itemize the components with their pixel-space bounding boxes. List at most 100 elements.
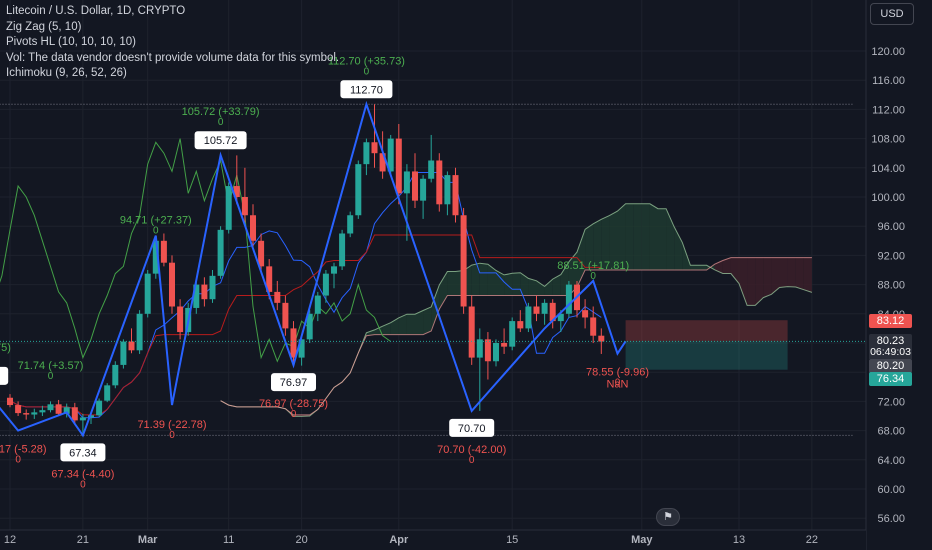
candle-up[interactable] (193, 284, 200, 308)
currency-button[interactable]: USD (870, 3, 914, 25)
candle-up[interactable] (314, 295, 321, 314)
candle-up[interactable] (63, 407, 70, 414)
symbol-title[interactable]: Litecoin / U.S. Dollar, 1D, CRYPTO (6, 5, 186, 17)
pivot-label-change: 76.97 (-28.75) (259, 398, 328, 410)
candle-up[interactable] (420, 178, 427, 201)
position-box[interactable] (0, 320, 866, 370)
candle-up[interactable] (331, 266, 337, 274)
candle-down[interactable] (258, 240, 265, 267)
candle-down[interactable] (160, 240, 167, 263)
ichimoku-indicator-label[interactable]: Ichimoku (9, 26, 52, 26) (6, 67, 127, 79)
pivots-indicator-label[interactable]: Pivots HL (10, 10, 10, 10) (6, 36, 136, 48)
candle-down[interactable] (484, 339, 491, 362)
candle-up[interactable] (387, 138, 394, 172)
pivot-label-price: 70.70 (458, 423, 486, 435)
candle-down[interactable] (55, 404, 62, 414)
candle-up[interactable] (355, 164, 362, 216)
time-tick-label: 11 (223, 534, 234, 546)
candle-up[interactable] (541, 302, 548, 314)
price-axis[interactable]: 56.0060.0064.0068.0072.0076.0080.0084.00… (865, 0, 932, 550)
ichimoku-cloud (220, 203, 812, 417)
candle-up[interactable] (322, 273, 329, 296)
candle-down[interactable] (468, 306, 475, 358)
candle-down[interactable] (436, 160, 443, 205)
candle-down[interactable] (201, 284, 208, 300)
zigzag-change-label: 88.51 (+17.81) (557, 260, 629, 272)
candle-down[interactable] (177, 306, 184, 333)
candle-down[interactable] (517, 321, 524, 329)
candle-up[interactable] (557, 313, 564, 322)
pivot-label-box (271, 373, 316, 392)
candle-down[interactable] (371, 142, 378, 154)
kumo-segment (787, 257, 796, 287)
candle-down[interactable] (71, 407, 78, 421)
candle-up[interactable] (493, 343, 499, 362)
candle-up[interactable] (112, 364, 119, 386)
candle-down[interactable] (7, 397, 13, 406)
candle-down[interactable] (501, 343, 508, 347)
candle-down[interactable] (250, 215, 256, 241)
candle-down[interactable] (590, 317, 597, 336)
candle-down[interactable] (241, 197, 248, 216)
take-profit-zone[interactable] (625, 341, 788, 370)
candle-up[interactable] (225, 186, 232, 230)
volume-indicator-label[interactable]: Vol: The data vendor doesn't provide vol… (6, 51, 340, 64)
candle-up[interactable] (363, 142, 370, 165)
candle-down[interactable] (379, 153, 386, 172)
candle-up[interactable] (88, 415, 94, 418)
pivot-label-price: 76.97 (280, 377, 308, 389)
candle-up[interactable] (403, 171, 410, 194)
candle-down[interactable] (274, 291, 281, 303)
candle-up[interactable] (120, 341, 127, 365)
kumo-segment (496, 270, 505, 296)
candle-up[interactable] (298, 339, 305, 358)
candle-down[interactable] (549, 302, 556, 322)
candle-down[interactable] (128, 341, 135, 351)
us-flag-icon[interactable]: ⚑ (656, 508, 680, 526)
zigzag-indicator-label[interactable]: Zig Zag (5, 10) (6, 20, 82, 33)
candle-up[interactable] (47, 404, 54, 411)
candle-up[interactable] (39, 410, 46, 413)
candle-down[interactable] (598, 335, 605, 342)
candle-up[interactable] (347, 215, 354, 234)
candle-up[interactable] (444, 175, 451, 205)
candle-up[interactable] (428, 160, 435, 179)
candlestick-series[interactable] (7, 104, 605, 436)
candle-up[interactable] (96, 400, 103, 416)
candle-up[interactable] (306, 313, 313, 340)
candle-down[interactable] (169, 262, 175, 307)
candle-down[interactable] (15, 405, 22, 414)
candle-up[interactable] (31, 412, 38, 415)
price-tick-label: 100.00 (871, 192, 905, 204)
kumo-segment (649, 203, 658, 270)
candle-up[interactable] (79, 417, 86, 421)
candle-up[interactable] (136, 313, 143, 351)
candle-down[interactable] (460, 215, 467, 307)
candle-up[interactable] (565, 284, 572, 314)
candle-up[interactable] (209, 275, 216, 300)
stop-loss-zone[interactable] (625, 320, 788, 342)
time-axis[interactable]: 12 21 Mar 11 20 Apr 15 May 13 22 (0, 529, 866, 550)
candle-down[interactable] (282, 302, 289, 329)
candle-down[interactable] (23, 413, 30, 415)
candle-up[interactable] (339, 233, 346, 267)
candle-down[interactable] (266, 266, 273, 292)
candle-up[interactable] (525, 306, 532, 329)
candle-down[interactable] (412, 171, 418, 201)
candle-down[interactable] (233, 186, 240, 197)
kumo-segment (747, 257, 756, 306)
candle-down[interactable] (533, 306, 540, 314)
candle-up[interactable] (509, 321, 516, 347)
candle-up[interactable] (104, 385, 111, 401)
candle-up[interactable] (217, 229, 224, 276)
candle-down[interactable] (395, 138, 402, 194)
zigzag-index-label: 0 (615, 378, 621, 389)
candle-up[interactable] (152, 240, 159, 274)
candle-down[interactable] (290, 328, 297, 358)
candle-up[interactable] (476, 339, 483, 358)
time-tick-label: Mar (138, 534, 158, 546)
candle-down[interactable] (452, 175, 459, 216)
candle-up[interactable] (144, 273, 151, 314)
candle-down[interactable] (582, 310, 589, 318)
